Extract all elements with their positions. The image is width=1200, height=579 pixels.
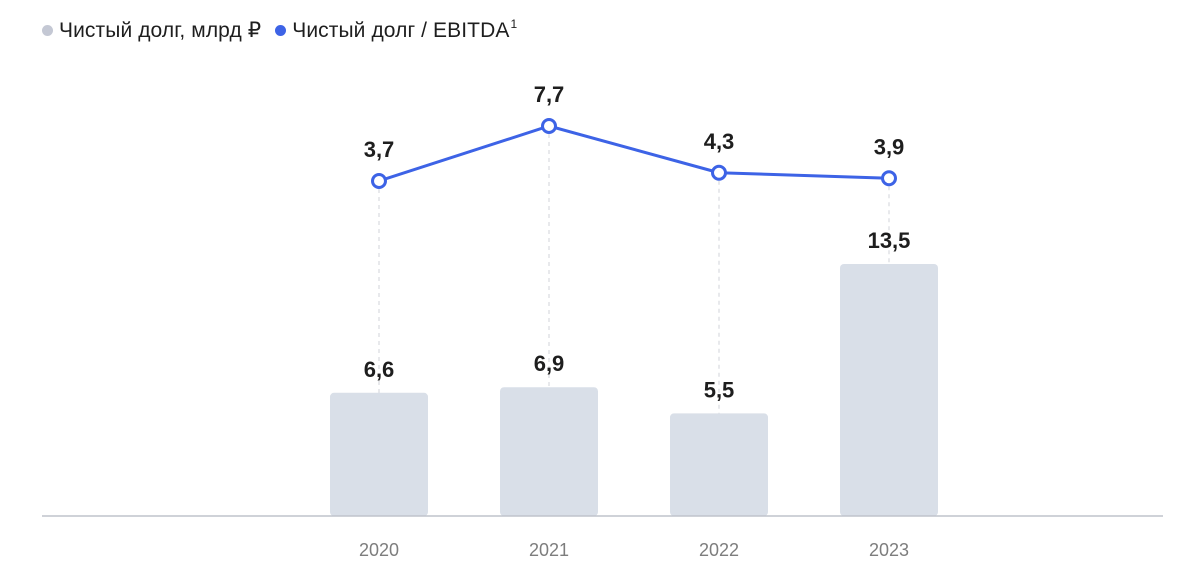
bar-value-label: 13,5 (868, 228, 911, 253)
bar (330, 392, 428, 516)
line-point (881, 170, 897, 187)
bar (500, 387, 598, 516)
legend-item-net-debt: Чистый долг, млрд ₽ (42, 18, 261, 43)
legend-footnote-marker: 1 (510, 16, 518, 31)
bar (840, 264, 938, 516)
x-tick-label: 2020 (359, 540, 399, 560)
bar-value-label: 6,9 (534, 351, 565, 376)
line-point (541, 118, 557, 134)
legend-label-net-debt-ebitda: Чистый долг / EBITDA (292, 18, 510, 42)
line-series-ebitda (378, 124, 890, 183)
line-point (711, 164, 727, 181)
legend-dot-net-debt (42, 25, 53, 36)
bar-value-label: 5,5 (704, 377, 735, 402)
bar-value-label: 6,6 (364, 357, 395, 382)
bar (670, 413, 768, 516)
line-point (371, 173, 387, 189)
x-tick-label: 2022 (699, 540, 739, 560)
line-value-label: 3,7 (364, 137, 395, 162)
line-value-label: 3,9 (874, 134, 905, 159)
x-tick-label: 2021 (529, 540, 569, 560)
line-value-label: 7,7 (534, 82, 565, 107)
legend-label-net-debt: Чистый долг, млрд ₽ (59, 19, 262, 42)
x-tick-label: 2023 (869, 540, 909, 560)
line-value-label: 4,3 (704, 129, 735, 154)
legend-dot-net-debt-ebitda (275, 25, 287, 36)
legend: Чистый долг, млрд ₽ Чистый долг / EBITDA… (42, 16, 531, 43)
legend-item-net-debt-ebitda: Чистый долг / EBITDA 1 (275, 16, 518, 43)
